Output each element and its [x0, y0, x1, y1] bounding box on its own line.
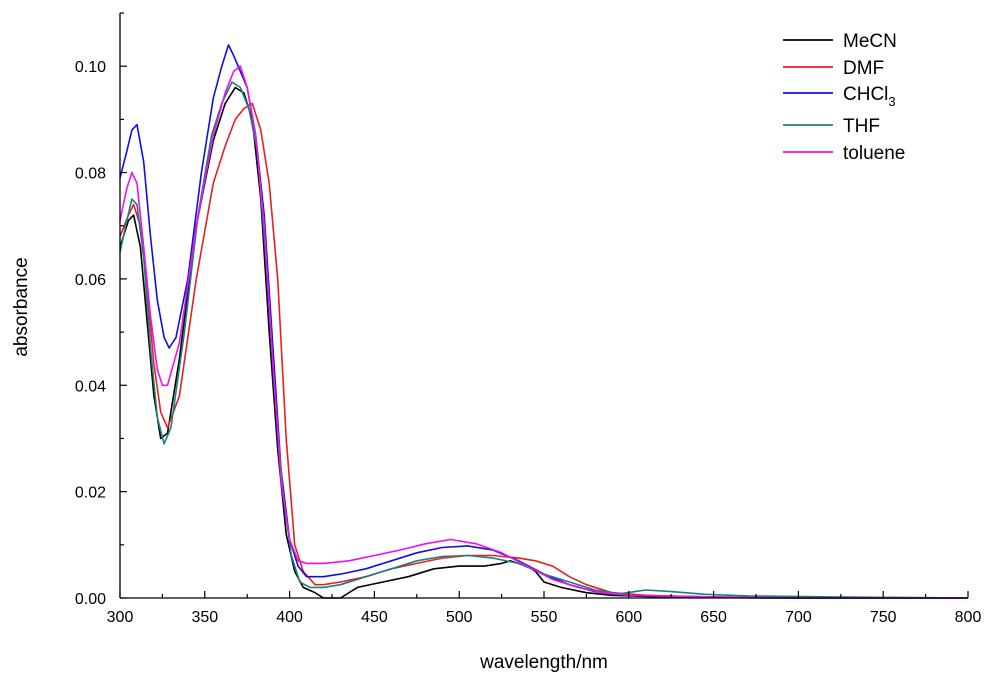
axes — [120, 13, 968, 598]
y-axis-title: absorbance — [11, 257, 32, 356]
series-line-toluene — [120, 66, 968, 598]
x-axis-title: wavelength/nm — [479, 652, 608, 673]
x-tick-label: 350 — [191, 609, 218, 626]
legend-label-chcl3: CHCl3 — [843, 84, 896, 109]
series-line-chcl3 — [120, 45, 968, 598]
x-tick-label: 700 — [785, 609, 812, 626]
x-tick-label: 750 — [870, 609, 897, 626]
legend-label-subscript: 3 — [888, 94, 895, 109]
y-tick-label: 0.08 — [75, 166, 106, 183]
x-tick-label: 300 — [107, 609, 134, 626]
legend-label-toluene: toluene — [843, 143, 905, 164]
legend-label-thf: THF — [843, 116, 880, 137]
series-line-thf — [120, 82, 968, 598]
y-tick-label: 0.04 — [75, 378, 106, 395]
legend-label-dmf: DMF — [843, 58, 884, 79]
y-tick-label: 0.02 — [75, 485, 106, 502]
x-tick-label: 400 — [276, 609, 303, 626]
x-tick-label: 450 — [361, 609, 388, 626]
legend: MeCN DMF CHCl3 THF toluene — [783, 31, 905, 164]
y-tick-label: 0.06 — [75, 272, 106, 289]
x-tick-label: 600 — [615, 609, 642, 626]
series-line-dmf — [120, 103, 968, 598]
y-tick-label: 0.00 — [75, 591, 106, 608]
x-tick-label: 500 — [446, 609, 473, 626]
series-line-mecn — [120, 88, 968, 599]
x-tick-label: 800 — [955, 609, 982, 626]
legend-label-mecn: MeCN — [843, 31, 897, 52]
y-tick-label: 0.10 — [75, 59, 106, 76]
x-tick-label: 650 — [700, 609, 727, 626]
x-tick-label: 550 — [531, 609, 558, 626]
series-lines — [120, 45, 968, 598]
